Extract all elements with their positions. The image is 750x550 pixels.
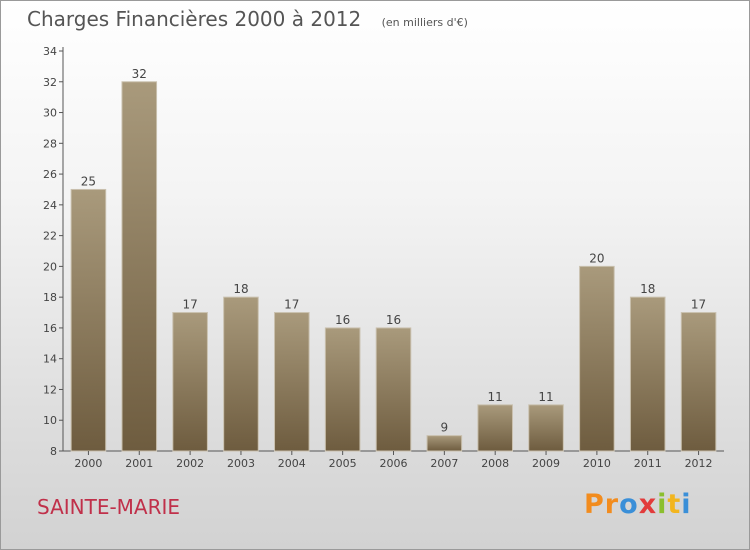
data-label-2004: 17 (284, 298, 299, 312)
y-tick-label: 18 (43, 291, 57, 304)
bar-2005 (324, 327, 361, 452)
y-tick-label: 26 (43, 168, 57, 181)
logo-letter: i (681, 489, 692, 520)
x-tick-label-2002: 2002 (176, 457, 204, 470)
logo-letter: P (584, 489, 605, 520)
logo-letter: i (657, 489, 668, 520)
x-tick-label-2011: 2011 (634, 457, 662, 470)
bar-2010 (579, 265, 615, 452)
chart-title: Charges Financières 2000 à 2012 (en mill… (27, 7, 468, 31)
data-label-2011: 18 (640, 282, 655, 296)
bar-2008 (477, 404, 513, 452)
logo-letter: r (604, 489, 620, 520)
logo-letter: x (638, 489, 658, 520)
x-tick-label-2010: 2010 (583, 457, 611, 470)
x-tick-label-2001: 2001 (125, 457, 153, 470)
x-tick-label-2007: 2007 (430, 457, 458, 470)
y-tick-label: 30 (43, 107, 57, 120)
bar-2006 (375, 327, 412, 452)
y-tick-label: 10 (43, 414, 57, 427)
data-label-2005: 16 (335, 313, 350, 327)
data-label-2002: 17 (182, 298, 197, 312)
bar-2001 (121, 81, 158, 452)
data-label-2007: 9 (441, 421, 449, 435)
y-tick-label: 20 (43, 260, 57, 273)
bar-2007 (426, 435, 463, 452)
y-tick-label: 22 (43, 230, 57, 243)
y-tick-label: 24 (43, 199, 57, 212)
data-label-2000: 25 (81, 174, 96, 188)
bar-2003 (223, 296, 259, 452)
data-label-2012: 17 (691, 298, 706, 312)
data-label-2003: 18 (233, 282, 248, 296)
bar-2002 (172, 312, 208, 452)
commune-name: SAINTE-MARIE (37, 495, 181, 519)
y-tick-label: 32 (43, 76, 57, 89)
logo-letter: o (619, 489, 639, 520)
data-label-2009: 11 (538, 390, 553, 404)
chart-title-text: Charges Financières 2000 à 2012 (27, 7, 362, 31)
x-tick-label-2009: 2009 (532, 457, 560, 470)
x-tick-label-2005: 2005 (329, 457, 357, 470)
data-label-2008: 11 (488, 390, 503, 404)
bar-2009 (528, 404, 564, 452)
x-tick-label-2012: 2012 (685, 457, 713, 470)
bar-2011 (629, 296, 666, 452)
data-label-2006: 16 (386, 313, 401, 327)
y-tick-label: 8 (50, 445, 57, 458)
y-tick-label: 28 (43, 137, 57, 150)
x-tick-label-2006: 2006 (380, 457, 408, 470)
bar-2000 (70, 188, 107, 452)
proxiti-logo: Proxiti (584, 489, 692, 520)
x-tick-label-2008: 2008 (481, 457, 509, 470)
x-tick-label-2000: 2000 (74, 457, 102, 470)
chart-unit: (en milliers d'€) (381, 16, 468, 29)
x-tick-label-2004: 2004 (278, 457, 306, 470)
data-label-2001: 32 (132, 67, 147, 81)
data-label-2010: 20 (589, 251, 604, 265)
bar-2012 (680, 312, 717, 452)
bar-2004 (274, 312, 310, 452)
x-tick-label-2003: 2003 (227, 457, 255, 470)
y-tick-label: 14 (43, 353, 57, 366)
y-tick-label: 16 (43, 322, 57, 335)
logo-letter: t (667, 489, 682, 520)
y-tick-label: 12 (43, 383, 57, 396)
y-tick-label: 34 (43, 45, 57, 58)
